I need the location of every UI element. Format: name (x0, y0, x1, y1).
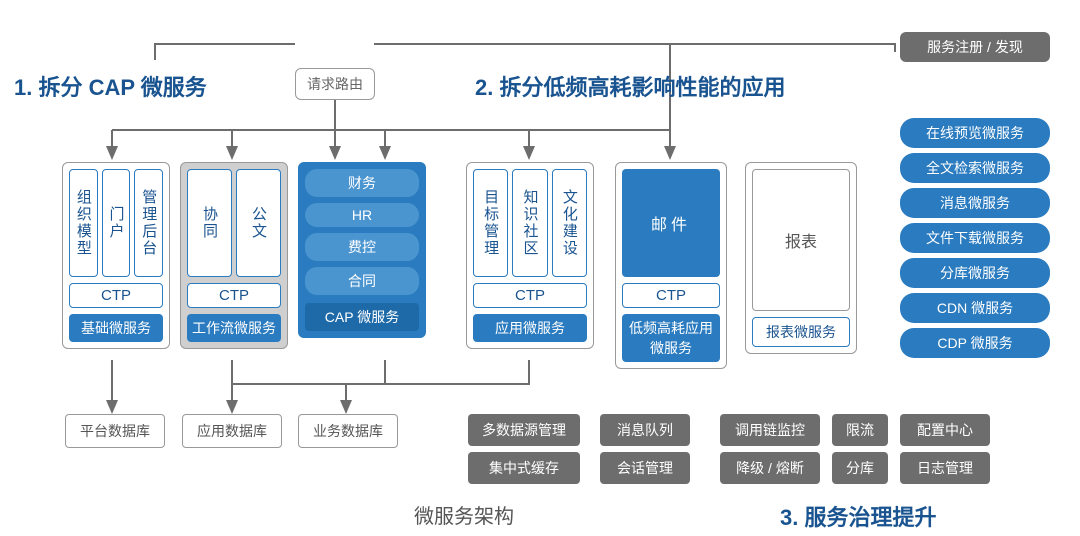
group-mail: 邮件 CTP 低频高耗应用微服务 (615, 162, 727, 369)
infra-1: 多数据源管理 (468, 414, 580, 446)
g1-ctp: CTP (69, 283, 163, 308)
side-service-list: 在线预览微服务 全文检索微服务 消息微服务 文件下载微服务 分库微服务 CDN … (900, 118, 1050, 358)
g5-single: 邮件 (622, 169, 720, 277)
group-app: 目标管理 知识社区 文化建设 CTP 应用微服务 (466, 162, 594, 349)
g3-s0: 财务 (305, 169, 419, 197)
side-4: 分库微服务 (900, 258, 1050, 288)
group-report: 报表 报表微服务 (745, 162, 857, 354)
gov-3: 限流 (832, 414, 888, 446)
side-5: CDN 微服务 (900, 293, 1050, 323)
request-route-box: 请求路由 (295, 68, 375, 100)
side-1: 全文检索微服务 (900, 153, 1050, 183)
g4-ctp: CTP (473, 283, 587, 308)
g6-single: 报表 (752, 169, 850, 311)
g2-item-1: 公文 (236, 169, 281, 277)
heading-1: 1. 拆分 CAP 微服务 (14, 70, 207, 102)
g5-svc: 低频高耗应用微服务 (622, 314, 720, 362)
gov-4: 分库 (832, 452, 888, 484)
gov-2: 降级 / 熔断 (720, 452, 820, 484)
g2-svc: 工作流微服务 (187, 314, 281, 342)
group-cap: 财务 HR 费控 合同 CAP 微服务 (298, 162, 426, 338)
db-platform: 平台数据库 (65, 414, 165, 448)
g1-item-0: 组织模型 (69, 169, 98, 277)
gov-5: 配置中心 (900, 414, 990, 446)
infra-3: 消息队列 (600, 414, 690, 446)
g4-item-2: 文化建设 (552, 169, 587, 277)
service-registry-box: 服务注册 / 发现 (900, 32, 1050, 62)
gov-1: 调用链监控 (720, 414, 820, 446)
g3-s2: 费控 (305, 233, 419, 261)
heading-2: 2. 拆分低频高耗影响性能的应用 (475, 70, 785, 102)
gov-6: 日志管理 (900, 452, 990, 484)
side-0: 在线预览微服务 (900, 118, 1050, 148)
g4-svc: 应用微服务 (473, 314, 587, 342)
g5-ctp: CTP (622, 283, 720, 308)
side-3: 文件下载微服务 (900, 223, 1050, 253)
g2-ctp: CTP (187, 283, 281, 308)
g1-svc: 基础微服务 (69, 314, 163, 342)
g1-item-2: 管理后台 (134, 169, 163, 277)
g3-svc: CAP 微服务 (305, 303, 419, 331)
g6-svc: 报表微服务 (752, 317, 850, 347)
heading-3: 3. 服务治理提升 (780, 500, 936, 532)
g2-item-0: 协同 (187, 169, 232, 277)
infra-2: 集中式缓存 (468, 452, 580, 484)
g4-item-0: 目标管理 (473, 169, 508, 277)
group-workflow: 协同 公文 CTP 工作流微服务 (180, 162, 288, 349)
g3-s3: 合同 (305, 267, 419, 295)
g4-item-1: 知识社区 (512, 169, 547, 277)
footer-title: 微服务架构 (414, 500, 514, 529)
side-2: 消息微服务 (900, 188, 1050, 218)
g3-s1: HR (305, 203, 419, 227)
group-basic: 组织模型 门户 管理后台 CTP 基础微服务 (62, 162, 170, 349)
db-biz: 业务数据库 (298, 414, 398, 448)
db-app: 应用数据库 (182, 414, 282, 448)
g1-item-1: 门户 (102, 169, 131, 277)
side-6: CDP 微服务 (900, 328, 1050, 358)
infra-4: 会话管理 (600, 452, 690, 484)
